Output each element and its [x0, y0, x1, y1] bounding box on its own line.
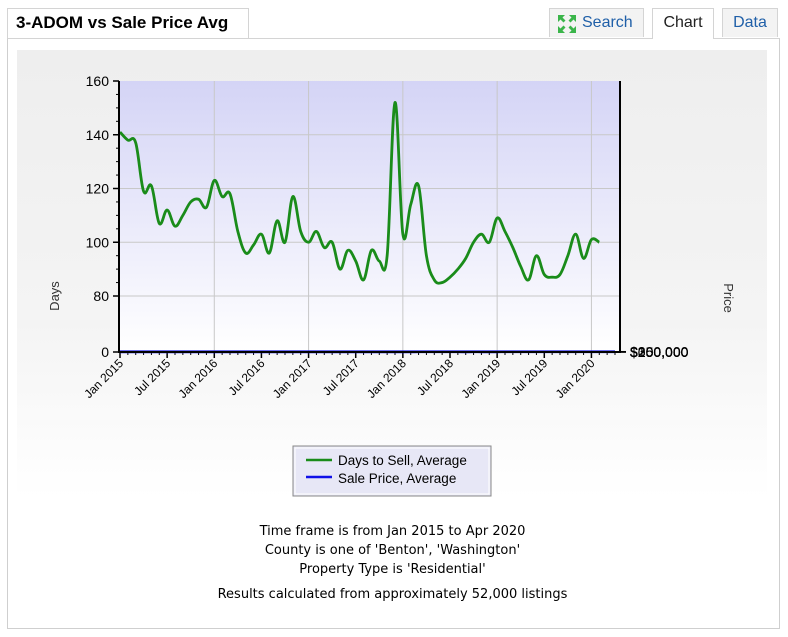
x-tick-label: Jan 2017	[270, 356, 315, 401]
county-text: County is one of 'Benton', 'Washington'	[264, 543, 521, 558]
tab-search-label: Search	[582, 14, 633, 31]
legend-label-days: Days to Sell, Average	[338, 453, 467, 468]
legend: Days to Sell, Average Sale Price, Averag…	[292, 445, 492, 497]
x-tick-label: Jan 2019	[458, 356, 503, 401]
right-tick-label: $0	[630, 344, 646, 360]
tab-search[interactable]: Search	[549, 8, 644, 37]
grid-lines	[119, 81, 620, 352]
plot-area	[119, 81, 620, 352]
right-tick-label: $250,000	[630, 344, 689, 360]
right-tick-label: $300,000	[630, 344, 689, 360]
left-tick-label: 80	[93, 288, 109, 304]
results-text: Results calculated from approximately 52…	[217, 587, 568, 602]
right-axis-ticks: $0$150,000$200,000$250,000$300,000	[620, 344, 689, 360]
left-tick-label: 0	[101, 344, 109, 360]
x-tick-label: Jul 2018	[414, 356, 456, 398]
left-tick-label: 160	[86, 73, 110, 89]
tab-data[interactable]: Data	[722, 8, 778, 37]
left-axis-ticks: 0 80 100 120 140 160	[86, 73, 119, 360]
x-axis-ticks: Jan 2015 Jul 2015 Jan 2016 Jul 2016 Jan 2017…	[81, 352, 616, 401]
x-tick-label: Jan 2015	[81, 356, 126, 401]
x-tick-label: Jul 2015	[131, 356, 173, 398]
right-tick-label: $200,000	[630, 344, 689, 360]
right-tick-label: $150,000	[630, 344, 689, 360]
timeframe-text: Time frame is from Jan 2015 to Apr 2020	[259, 524, 526, 539]
x-tick-label: Jan 2020	[553, 356, 598, 401]
right-axis-label: Price	[721, 283, 736, 313]
x-tick-label: Jul 2019	[508, 356, 550, 398]
legend-label-price: Sale Price, Average	[338, 471, 456, 486]
chart-title: 3-ADOM vs Sale Price Avg	[7, 8, 249, 38]
expand-icon	[558, 15, 576, 33]
series-days-line	[118, 101, 600, 285]
x-tick-label: Jan 2018	[364, 356, 409, 401]
x-tick-label: Jul 2017	[320, 356, 362, 398]
tab-chart[interactable]: Chart	[652, 8, 714, 39]
property-type-text: Property Type is 'Residential'	[299, 562, 486, 577]
left-axis-label: Days	[47, 281, 62, 311]
left-tick-label: 140	[86, 127, 110, 143]
x-tick-label: Jan 2016	[176, 356, 221, 401]
left-tick-label: 120	[86, 181, 110, 197]
x-tick-label: Jul 2016	[226, 356, 268, 398]
left-tick-label: 100	[86, 234, 110, 250]
